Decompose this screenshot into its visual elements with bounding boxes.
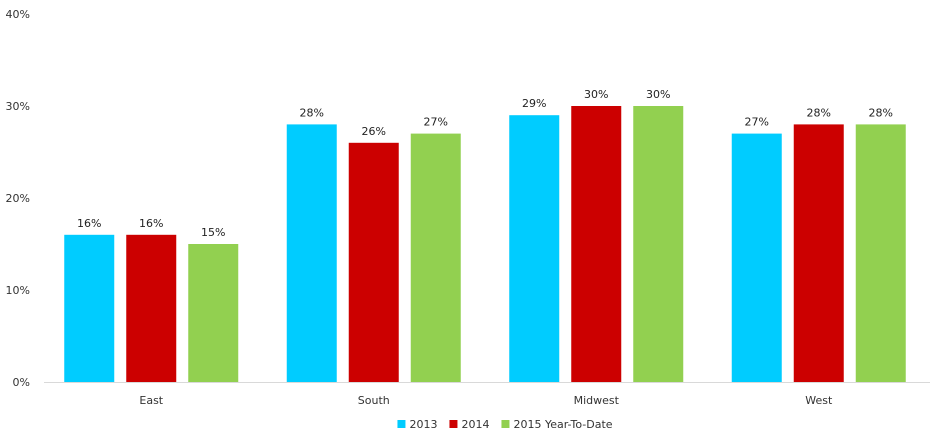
x-tick-label: Midwest	[574, 394, 620, 407]
data-label: 16%	[139, 217, 163, 230]
data-labels: 16% 16% 15% 28% 26% 27% 29% 30% 30% 27% 28% 28%	[77, 88, 893, 239]
data-label: 26%	[362, 125, 386, 138]
y-tick-label: 0%	[13, 376, 30, 389]
y-axis: 0% 10% 20% 30% 40%	[6, 8, 30, 389]
bar-south-2014	[348, 142, 399, 382]
data-label: 28%	[869, 106, 893, 119]
bar-west-2013	[731, 133, 782, 382]
data-label: 16%	[77, 217, 101, 230]
legend: 2013 2014 2015 Year-To-Date	[397, 418, 613, 431]
bar-midwest-2015	[633, 106, 684, 382]
legend-swatch	[501, 420, 510, 428]
y-tick-label: 30%	[6, 100, 30, 113]
bars	[64, 106, 906, 383]
data-label: 15%	[201, 226, 225, 239]
y-tick-label: 10%	[6, 284, 30, 297]
legend-label: 2014	[461, 418, 489, 431]
bar-south-2015	[410, 133, 461, 382]
y-tick-label: 40%	[6, 8, 30, 21]
data-label: 27%	[745, 116, 769, 129]
data-label: 30%	[584, 88, 608, 101]
data-label: 30%	[646, 88, 670, 101]
category-labels: East South Midwest West	[139, 394, 833, 407]
bar-east-2015	[188, 244, 239, 382]
bar-south-2013	[286, 124, 337, 383]
x-tick-label: South	[358, 394, 390, 407]
data-label: 28%	[300, 106, 324, 119]
bar-east-2013	[64, 234, 115, 382]
data-label: 27%	[424, 116, 448, 129]
data-label: 29%	[522, 97, 546, 110]
y-tick-label: 20%	[6, 192, 30, 205]
bar-east-2014	[126, 234, 177, 382]
bar-midwest-2013	[509, 115, 560, 382]
bar-west-2014	[793, 124, 844, 383]
bar-midwest-2014	[571, 106, 622, 382]
legend-swatch	[449, 420, 458, 428]
x-tick-label: East	[139, 394, 163, 407]
x-tick-label: West	[805, 394, 833, 407]
data-label: 28%	[807, 106, 831, 119]
legend-label: 2013	[409, 418, 437, 431]
bar-west-2015	[855, 124, 906, 383]
legend-label: 2015 Year-To-Date	[513, 418, 612, 431]
legend-swatch	[397, 420, 406, 428]
